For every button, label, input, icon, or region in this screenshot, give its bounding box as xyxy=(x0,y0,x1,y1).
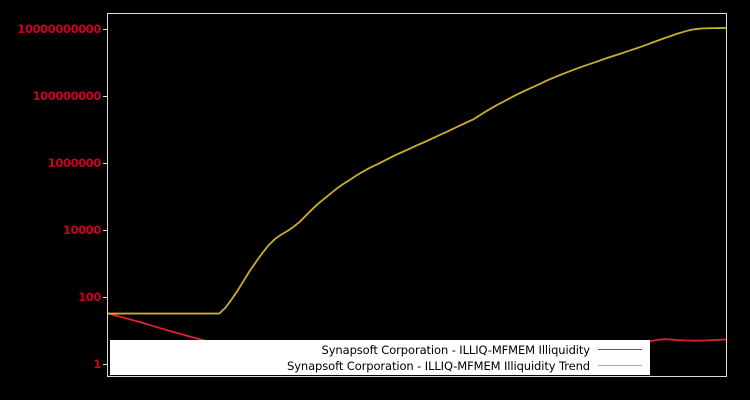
legend-line-sample-gold-icon xyxy=(598,365,642,366)
legend-label-illiquidity: Synapsoft Corporation - ILLIQ-MFMEM Illi… xyxy=(321,342,591,357)
y-axis-tick-mark xyxy=(103,230,107,231)
y-axis-tick-label: 1 xyxy=(93,356,101,371)
plot-area xyxy=(107,13,727,377)
y-axis-tick-label: 1000000 xyxy=(47,155,102,170)
y-axis-tick-mark xyxy=(103,96,107,97)
y-axis-tick-mark xyxy=(103,163,107,164)
y-axis-tick-mark xyxy=(103,29,107,30)
y-axis-tick-label: 100 xyxy=(78,289,101,304)
y-axis-tick-mark xyxy=(103,297,107,298)
legend-item-illiquidity-trend[interactable]: Synapsoft Corporation - ILLIQ-MFMEM Illi… xyxy=(110,358,650,374)
legend-label-illiquidity-trend: Synapsoft Corporation - ILLIQ-MFMEM Illi… xyxy=(287,358,590,373)
series-line-illiquidity-trend xyxy=(108,28,726,314)
legend-line-sample-red-icon xyxy=(598,349,642,350)
plot-svg xyxy=(108,14,726,376)
y-axis-tick-mark xyxy=(103,364,107,365)
chart-legend: Synapsoft Corporation - ILLIQ-MFMEM Illi… xyxy=(110,340,650,375)
y-axis-tick-label: 10000000000 xyxy=(17,21,101,36)
y-axis-tick-label: 10000 xyxy=(62,222,101,237)
y-axis-tick-label: 100000000 xyxy=(32,88,102,103)
legend-item-illiquidity[interactable]: Synapsoft Corporation - ILLIQ-MFMEM Illi… xyxy=(110,342,650,358)
